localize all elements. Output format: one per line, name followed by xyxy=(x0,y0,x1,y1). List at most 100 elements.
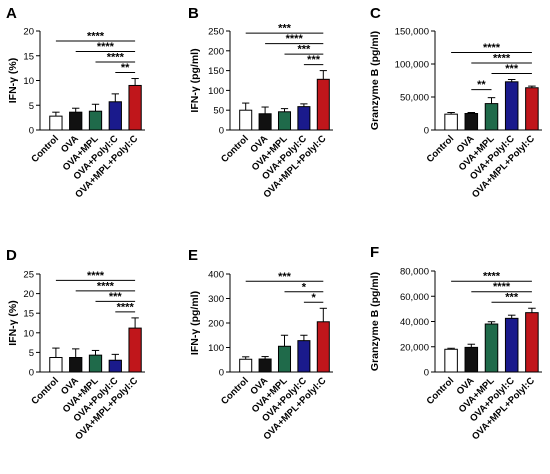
y-tick-label: 0 xyxy=(424,368,429,379)
bar xyxy=(464,113,479,131)
y-tick-label: 5 xyxy=(29,348,34,359)
category-label: Control xyxy=(219,133,251,165)
y-tick-label: 50 xyxy=(213,106,224,117)
category-label: Control xyxy=(29,133,61,165)
y-axis-label: IFN-γ (pg/ml) xyxy=(189,291,201,355)
y-tick-label: 10 xyxy=(23,76,34,87)
y-tick-label: 80,000 xyxy=(400,267,429,278)
bar xyxy=(277,345,292,373)
bar xyxy=(277,111,292,131)
y-tick-label: 40,000 xyxy=(400,317,429,328)
significance-label: **** xyxy=(87,31,105,43)
significance-label: ** xyxy=(121,62,130,74)
significance-label: *** xyxy=(307,54,321,66)
significance-label: **** xyxy=(483,42,501,54)
y-tick-label: 100 xyxy=(208,86,224,97)
y-tick-label: 200 xyxy=(208,319,224,330)
significance-label: * xyxy=(311,292,316,304)
significance-label: * xyxy=(302,281,307,293)
bar xyxy=(69,356,83,373)
bar xyxy=(239,358,253,373)
y-tick-label: 20 xyxy=(23,27,34,38)
panel-letter: C xyxy=(370,5,381,22)
significance-label: **** xyxy=(87,270,105,282)
bar xyxy=(108,101,122,131)
bar xyxy=(297,340,311,373)
category-label: Control xyxy=(219,375,251,407)
y-axis-label: IFN-γ (%) xyxy=(7,300,19,346)
panel-letter: E xyxy=(188,247,198,264)
y-tick-label: 15 xyxy=(23,51,34,62)
bar xyxy=(525,87,539,131)
panel-letter: A xyxy=(6,5,17,22)
significance-label: **** xyxy=(483,271,501,283)
significance-label: *** xyxy=(278,271,292,283)
significance-label: **** xyxy=(493,281,511,293)
significance-label: **** xyxy=(493,53,511,65)
y-tick-label: 10 xyxy=(23,328,34,339)
significance-label: **** xyxy=(97,280,115,292)
y-tick-label: 200 xyxy=(208,46,224,57)
y-tick-label: 15 xyxy=(23,309,34,320)
bar xyxy=(444,348,458,373)
y-tick-label: 400 xyxy=(208,270,224,281)
y-tick-label: 0 xyxy=(29,368,34,379)
panel-letter: F xyxy=(370,244,379,261)
chart-panel-f: F 0 20,000 40,000 60,000 80,000 Granzyme B (pg… xyxy=(369,244,542,442)
y-axis-label: IFN-γ (pg/ml) xyxy=(189,48,201,112)
y-axis-label: Granzyme B (pg/ml) xyxy=(369,272,381,371)
bar xyxy=(49,356,63,373)
y-tick-label: 60,000 xyxy=(400,292,429,303)
bar xyxy=(88,110,103,131)
significance-label: *** xyxy=(109,291,123,303)
y-tick-label: 0 xyxy=(29,126,34,137)
significance-label: *** xyxy=(297,44,311,56)
bar xyxy=(108,359,122,373)
category-label: Control xyxy=(29,375,61,407)
y-tick-label: 20 xyxy=(23,289,34,300)
y-tick-label: 5 xyxy=(29,101,34,112)
bar xyxy=(444,113,458,131)
bar xyxy=(316,78,330,131)
significance-label: **** xyxy=(107,52,125,64)
chart-panel-c: C 0 50,000 100,000 150,000 Granzyme B (pg/ml)… xyxy=(369,5,542,200)
significance-label: *** xyxy=(505,63,519,75)
y-tick-label: 300 xyxy=(208,294,224,305)
y-tick-label: 250 xyxy=(208,27,224,38)
bar xyxy=(128,84,142,131)
category-label: Control xyxy=(425,375,457,407)
bar xyxy=(504,317,519,373)
significance-label: *** xyxy=(278,23,292,35)
bar xyxy=(316,321,330,373)
bar xyxy=(128,327,142,373)
y-tick-label: 0 xyxy=(219,368,224,379)
significance-label: ** xyxy=(477,79,486,91)
bar xyxy=(88,354,103,373)
bar xyxy=(464,346,479,373)
y-tick-label: 150 xyxy=(208,66,224,77)
bar xyxy=(525,312,539,373)
bar xyxy=(484,323,499,373)
bar xyxy=(297,106,311,131)
y-tick-label: 20,000 xyxy=(400,342,429,353)
panel-letter: D xyxy=(6,247,17,264)
y-tick-label: 100 xyxy=(208,343,224,354)
significance-label: *** xyxy=(505,292,519,304)
bar xyxy=(484,103,499,131)
y-tick-label: 50,000 xyxy=(400,93,429,104)
bar xyxy=(239,109,253,131)
bar xyxy=(258,358,272,373)
significance-label: **** xyxy=(97,41,115,53)
y-tick-label: 0 xyxy=(219,126,224,137)
bar xyxy=(258,113,272,131)
y-axis-label: IFN-γ (%) xyxy=(7,58,19,104)
bar xyxy=(504,81,519,131)
significance-label: **** xyxy=(117,301,135,313)
y-tick-label: 25 xyxy=(23,270,34,281)
bar xyxy=(69,111,83,131)
significance-label: **** xyxy=(286,33,304,45)
